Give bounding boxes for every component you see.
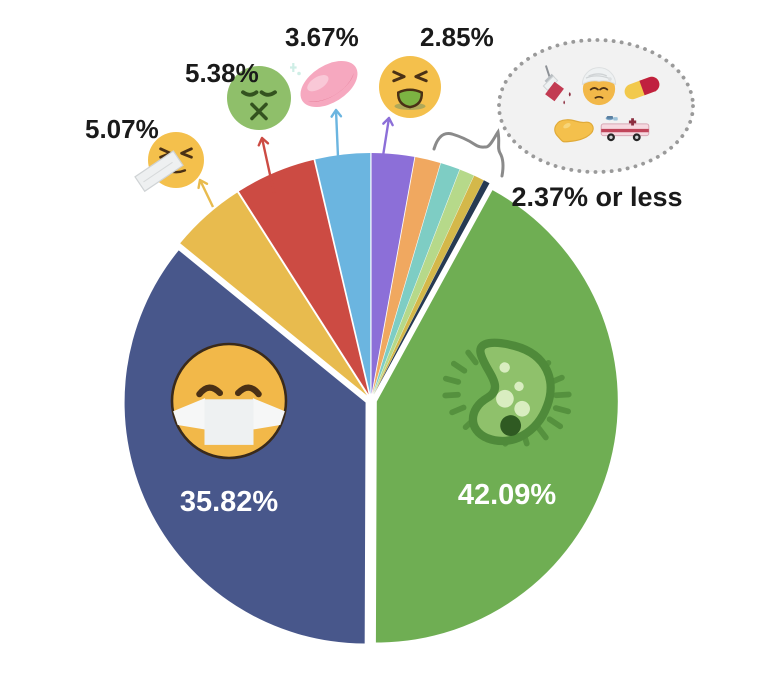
svg-text:3.67%: 3.67%	[285, 22, 359, 52]
svg-text:5.07%: 5.07%	[85, 114, 159, 144]
svg-text:5.38%: 5.38%	[185, 58, 259, 88]
svg-text:35.82%: 35.82%	[180, 486, 279, 518]
svg-text:2.37% or less: 2.37% or less	[511, 182, 682, 212]
svg-text:42.09%: 42.09%	[458, 479, 557, 511]
svg-text:2.85%: 2.85%	[420, 22, 494, 52]
